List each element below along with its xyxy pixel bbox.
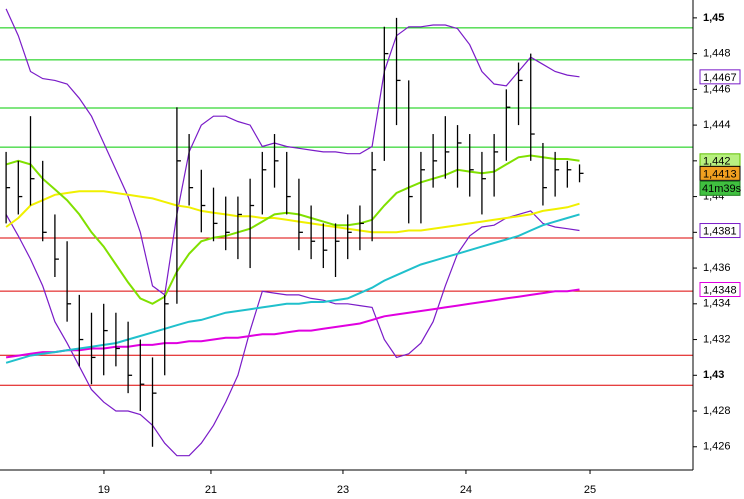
- y-tick-label: 1,45: [703, 12, 724, 24]
- price-marker-label: 1,442: [703, 156, 731, 168]
- y-tick-label: 1,432: [703, 333, 731, 345]
- indicator-line: [5, 210, 580, 457]
- x-tick-label: 25: [584, 484, 596, 496]
- y-tick-label: 1,428: [703, 405, 731, 417]
- price-marker-label: 1,4381: [703, 225, 737, 237]
- countdown-box: [699, 180, 741, 196]
- x-tick-label: 24: [460, 484, 472, 496]
- price-marker-label: 1,4467: [703, 72, 737, 84]
- price-marker-label: 1,4413: [703, 168, 737, 180]
- price-marker: [699, 282, 741, 298]
- y-tick-label: 1,444: [703, 119, 731, 131]
- price-marker: [699, 223, 741, 239]
- indicator-line: [5, 154, 580, 305]
- y-tick-label: 1,436: [703, 262, 731, 274]
- price-marker: [699, 69, 741, 85]
- indicator-line: [5, 213, 580, 364]
- indicator-line: [5, 288, 580, 359]
- price-marker-label: 1,4348: [703, 284, 737, 296]
- x-tick-label: 21: [205, 484, 217, 496]
- price-marker: [699, 165, 741, 181]
- y-tick-label: 1,43: [703, 369, 724, 381]
- indicator-line: [5, 190, 580, 234]
- x-tick-label: 19: [98, 484, 110, 496]
- y-tick-label: 1,446: [703, 83, 731, 95]
- x-tick-label: 23: [337, 484, 349, 496]
- y-tick-label: 1,426: [703, 441, 731, 453]
- indicator-line: [5, 8, 580, 296]
- y-tick-label: 1,434: [703, 298, 731, 310]
- y-tick-label: 1,448: [703, 48, 731, 60]
- countdown: 41m39s: [702, 183, 742, 195]
